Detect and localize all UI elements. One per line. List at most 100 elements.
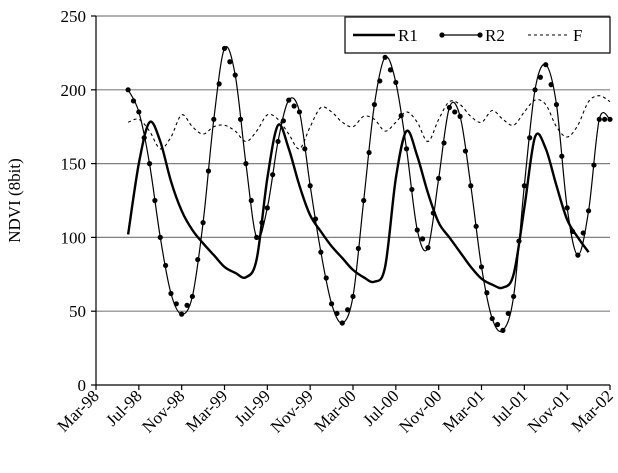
r2-point <box>189 293 195 300</box>
series-line-r1 <box>126 120 590 290</box>
y-tick-label: 250 <box>61 7 87 26</box>
r2-point <box>227 59 233 65</box>
r2-point <box>179 311 185 317</box>
r2-point <box>580 230 586 236</box>
r2-point <box>468 183 474 189</box>
r2-point <box>216 81 222 87</box>
r2-point <box>500 327 506 333</box>
r2-point <box>307 183 313 189</box>
legend-item-r2: R2 <box>439 26 505 45</box>
r2-point <box>559 153 565 159</box>
r2-point <box>237 116 244 122</box>
y-tick-label: 100 <box>61 228 87 247</box>
r2-point <box>511 293 517 300</box>
r2-point <box>296 109 303 115</box>
r2-point <box>136 109 142 115</box>
y-tick-label: 50 <box>69 302 86 321</box>
r2-point <box>516 238 522 244</box>
r2-point <box>564 205 570 211</box>
r2-point <box>259 220 265 226</box>
legend-label: R2 <box>485 26 505 45</box>
y-tick-label: 150 <box>61 155 87 174</box>
x-tick-label: Mar-99 <box>182 386 231 435</box>
legend-label: F <box>573 26 582 45</box>
r2-point <box>286 97 292 103</box>
r2-point <box>494 321 501 328</box>
r2-point <box>403 146 410 152</box>
x-tick-label: Mar-00 <box>311 386 360 435</box>
x-tick-label: Nov-98 <box>138 386 188 436</box>
series-layer <box>125 45 613 333</box>
r2-point <box>125 87 131 93</box>
r2-point <box>254 234 260 240</box>
r2-point <box>591 162 597 168</box>
series-line-f <box>127 95 611 150</box>
legend-marker <box>439 32 445 38</box>
r2-point <box>414 227 420 233</box>
r2-point <box>409 186 415 193</box>
x-tick-label: Mar-02 <box>568 386 617 435</box>
y-axis-title: NDVI (8bit) <box>5 158 24 243</box>
r2-point <box>302 146 308 152</box>
series-r2 <box>125 45 613 333</box>
x-tick-label: Nov-00 <box>395 386 445 436</box>
r2-point <box>195 256 201 263</box>
r2-point <box>478 264 485 270</box>
r2-point <box>361 197 367 204</box>
r2-point <box>163 262 169 269</box>
series-r1 <box>126 120 590 290</box>
r2-point <box>543 62 549 68</box>
legend-item-f: F <box>528 26 582 45</box>
r2-point <box>248 197 254 204</box>
r2-point <box>575 252 581 258</box>
r2-point <box>205 168 212 174</box>
r2-point <box>243 161 249 167</box>
legend-label: R1 <box>398 26 418 45</box>
x-tick-label: Nov-01 <box>524 386 574 436</box>
r2-point <box>473 223 479 229</box>
r2-point <box>200 220 206 226</box>
r2-point <box>184 302 190 308</box>
r2-point <box>602 116 608 122</box>
r2-point <box>312 216 319 222</box>
r2-point <box>569 228 576 235</box>
r2-point <box>334 310 340 317</box>
grid <box>96 15 610 312</box>
r2-point <box>377 78 383 84</box>
r2-point <box>537 74 543 80</box>
r2-point <box>371 101 378 108</box>
r2-point <box>596 116 602 122</box>
x-tick-label: Mar-01 <box>439 386 488 435</box>
plot-frame <box>95 16 610 386</box>
r2-point <box>382 54 388 60</box>
r2-point <box>355 245 361 252</box>
r2-point <box>173 301 179 307</box>
r2-point <box>130 98 137 104</box>
y-tick-label: 0 <box>78 376 87 395</box>
r2-point <box>157 234 163 240</box>
legend: R1 R2 F <box>344 16 611 54</box>
r2-point <box>339 320 345 326</box>
r2-point <box>484 290 490 296</box>
r2-point <box>548 82 554 88</box>
r2-point <box>420 236 426 242</box>
r2-point <box>393 79 399 86</box>
legend-item-r1: R1 <box>353 26 418 45</box>
y-axis: 0 50 100 150 200 250 <box>61 7 96 395</box>
r2-point <box>387 67 394 73</box>
r2-point <box>328 301 335 307</box>
r2-point <box>505 310 511 317</box>
r2-point <box>168 290 174 297</box>
r2-point <box>264 205 270 211</box>
r2-point <box>323 275 329 281</box>
x-tick-label: Nov-99 <box>267 386 317 436</box>
r2-point <box>232 72 238 78</box>
r2-point <box>532 87 538 93</box>
r2-point <box>350 293 356 300</box>
series-line-r2 <box>127 46 611 333</box>
r2-point <box>211 116 217 122</box>
r2-point <box>462 148 469 154</box>
r2-point <box>366 149 372 156</box>
